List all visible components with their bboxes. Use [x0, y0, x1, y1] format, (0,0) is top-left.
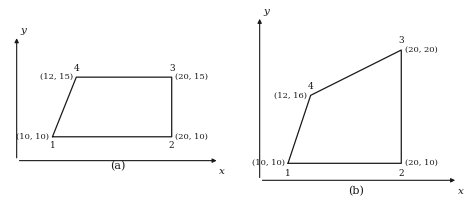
Text: (12, 15): (12, 15) — [40, 73, 73, 81]
Text: (10, 10): (10, 10) — [252, 159, 284, 167]
Text: 4: 4 — [308, 82, 313, 91]
Text: (20, 10): (20, 10) — [405, 159, 438, 167]
Text: (20, 10): (20, 10) — [175, 133, 208, 141]
Text: (a): (a) — [110, 161, 126, 171]
Text: (10, 10): (10, 10) — [16, 133, 49, 141]
Text: x: x — [458, 187, 464, 196]
Text: 3: 3 — [399, 36, 404, 45]
Text: 2: 2 — [169, 141, 174, 150]
Text: 1: 1 — [285, 169, 291, 178]
Text: 2: 2 — [399, 169, 404, 178]
Text: x: x — [219, 167, 225, 176]
Text: (12, 16): (12, 16) — [274, 91, 307, 99]
Text: (20, 20): (20, 20) — [405, 46, 438, 54]
Text: y: y — [20, 26, 26, 35]
Text: 3: 3 — [169, 64, 174, 73]
Text: (b): (b) — [348, 186, 364, 196]
Text: y: y — [263, 7, 269, 16]
Text: (20, 15): (20, 15) — [175, 73, 208, 81]
Text: 4: 4 — [73, 64, 79, 73]
Text: 1: 1 — [50, 141, 55, 150]
